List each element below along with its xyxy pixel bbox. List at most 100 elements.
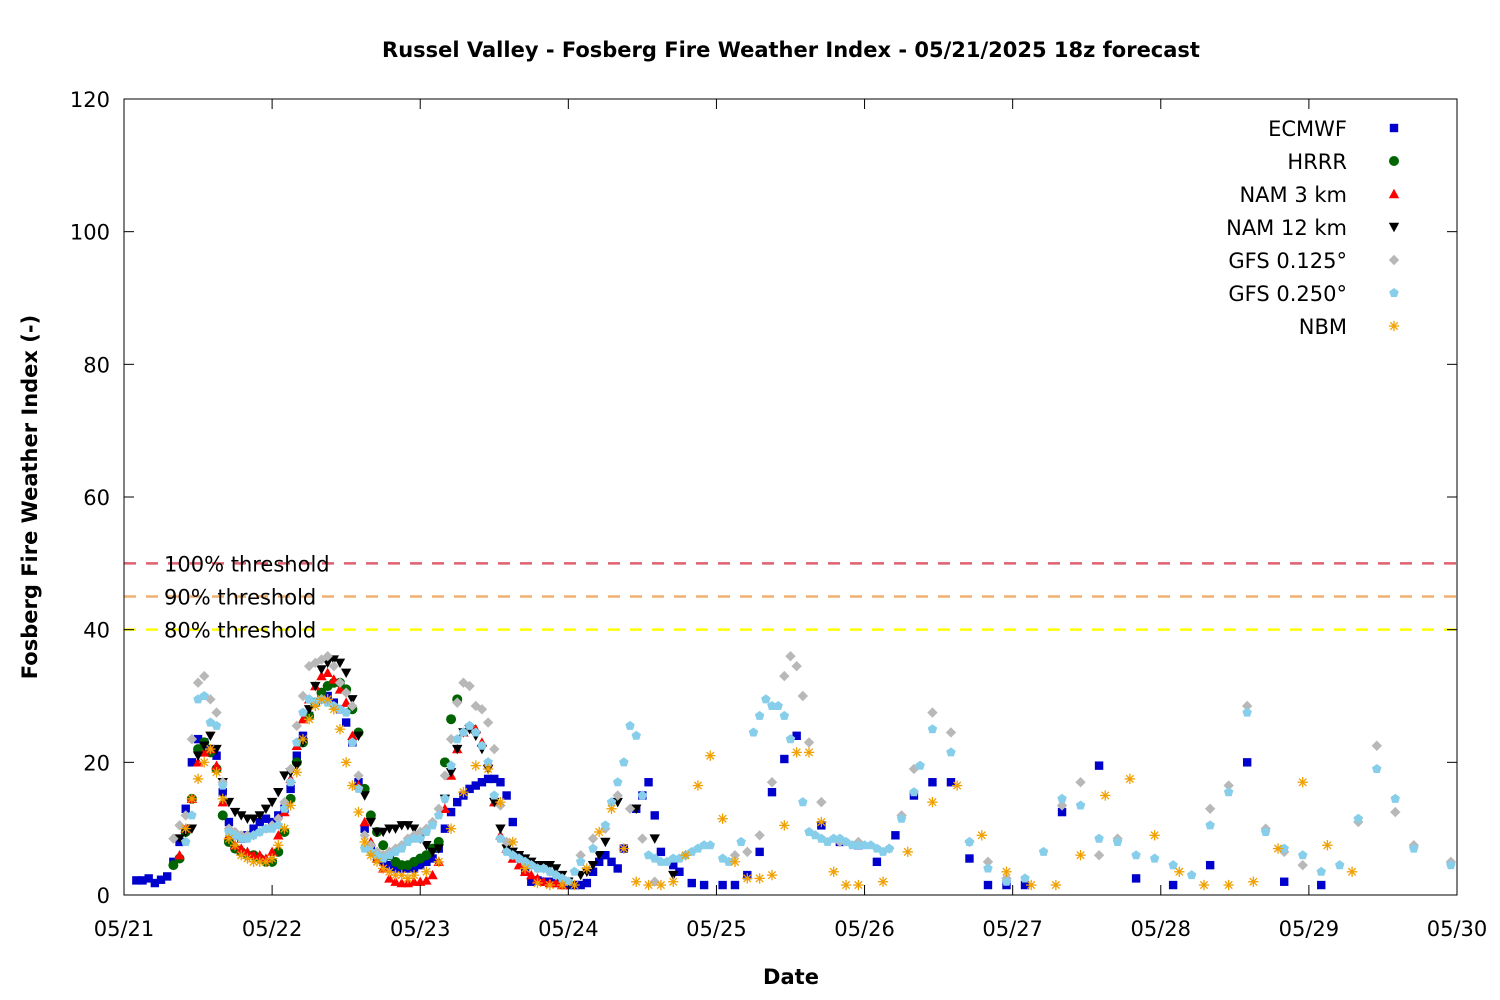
y-tick-label: 0 [97,884,110,908]
data-point [945,727,957,738]
x-tick-label: 05/28 [1131,917,1192,941]
data-point [211,744,222,755]
series-star [180,694,1358,891]
data-point [1248,876,1259,887]
data-point [587,860,599,871]
data-point [261,814,271,823]
data-point [637,790,648,800]
data-point [1093,850,1105,861]
data-point [347,737,358,747]
data-point [798,797,808,807]
legend-label: NAM 3 km [1239,183,1347,207]
data-point [150,878,160,888]
data-point [211,707,222,718]
data-point [532,877,543,889]
data-point [767,787,777,797]
x-axis: 05/21 05/22 05/23 05/24 05/25 05/26 05/27 05/28… [94,99,1487,941]
data-point [310,700,321,712]
data-point [588,843,598,853]
data-point [896,813,907,823]
data-point [483,757,493,767]
legend-marker [1389,156,1399,166]
data-point [496,778,505,787]
data-point [476,704,488,715]
data-point [212,751,221,760]
data-point [464,720,475,730]
data-point [575,850,586,861]
chart-title: Russel Valley - Fosberg Fire Weather Ind… [382,38,1200,62]
data-point [416,860,425,870]
data-point [322,651,333,662]
data-point [422,857,431,867]
data-point [223,797,235,808]
data-point [791,747,802,758]
data-point [668,876,679,887]
data-point [187,810,197,820]
data-point [292,751,301,760]
data-point [156,875,166,884]
data-point [1168,880,1178,890]
data-point [754,830,765,841]
data-point [477,740,487,750]
data-point [316,665,327,675]
data-point [439,770,451,781]
data-point [1057,807,1067,817]
data-point [192,751,204,761]
x-tick-label: 05/29 [1279,917,1340,941]
data-point [390,876,401,886]
x-tick-label: 05/21 [94,917,155,941]
data-point [291,767,302,778]
data-point [471,781,480,790]
data-point [588,867,598,876]
data-markers [132,651,1457,891]
data-point [303,660,315,672]
data-point [322,667,333,677]
data-point [433,844,444,854]
data-point [266,846,278,857]
data-point [891,831,900,840]
series-triangle-down [174,655,679,887]
data-point [779,820,790,831]
data-point [1242,707,1252,717]
data-point [205,731,216,741]
data-point [575,856,586,866]
data-point [446,807,456,817]
data-point [1297,859,1308,871]
data-point [303,705,315,715]
data-point [780,754,789,764]
threshold-label: 90% threshold [164,586,316,610]
data-point [340,668,352,678]
data-point [1223,780,1234,791]
data-point [446,760,456,770]
data-point [1241,700,1253,712]
data-point [1124,773,1136,785]
data-point [421,850,432,861]
data-point [1390,793,1400,803]
data-point [853,879,864,891]
data-point [316,654,327,665]
data-point [297,733,309,745]
data-point [192,773,204,785]
data-point [550,864,562,874]
data-point [359,836,370,848]
data-point [705,750,716,761]
data-point [340,757,352,768]
data-point [587,833,599,844]
data-point [458,677,469,688]
x-tick-label: 05/24 [538,917,599,941]
data-point [1168,860,1178,870]
data-point [236,833,246,843]
data-point [359,816,370,827]
data-point [748,727,759,737]
data-point [421,827,432,836]
data-point [427,820,438,830]
data-point [353,770,364,781]
data-point [217,793,228,805]
data-point [409,864,419,873]
data-point [181,804,190,813]
data-point [186,733,198,745]
data-point [569,879,580,891]
data-point [853,840,864,850]
data-point [766,777,778,788]
data-point [439,803,451,813]
